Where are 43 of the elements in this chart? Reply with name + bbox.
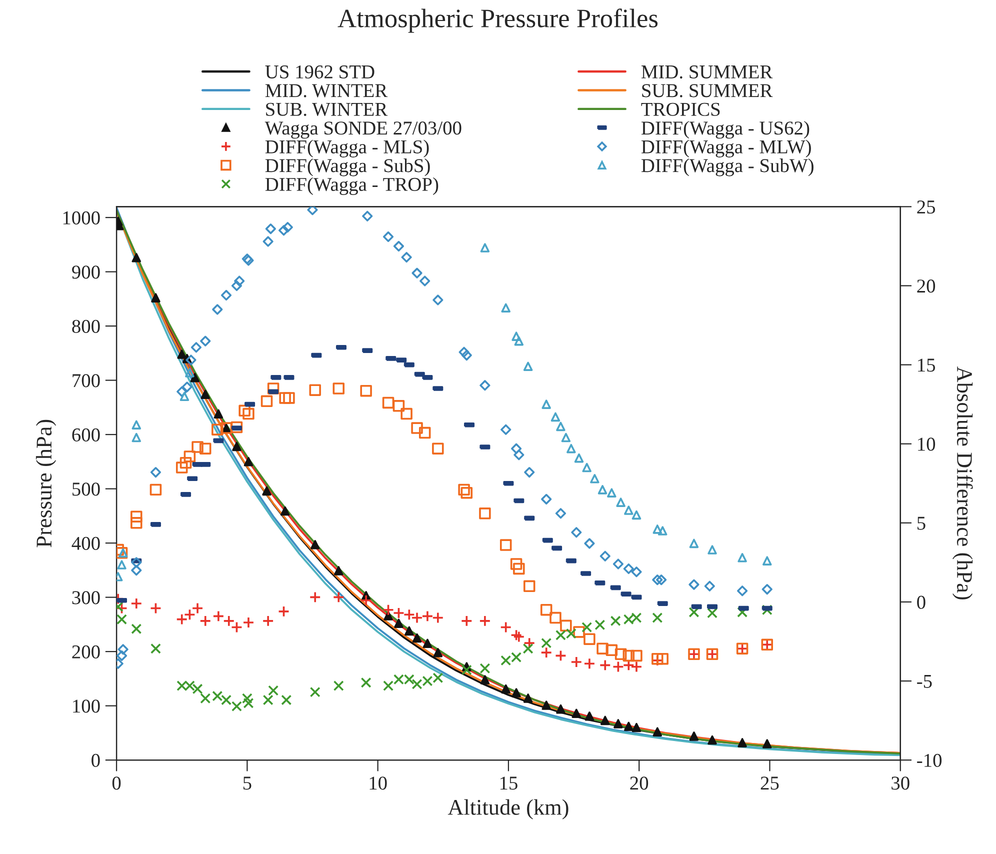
y-axis-title: Pressure (hPa) <box>36 420 56 548</box>
y-tick-label: 300 <box>72 591 100 604</box>
legend-label: DIFF(Wagga - MLS) <box>265 140 429 158</box>
x-tick-label: 10 <box>370 776 387 790</box>
y2-axis-title: Absolute Difference (hPa) <box>952 366 973 600</box>
y2-tick-label: 5 <box>917 516 926 530</box>
y2-tick-label: 20 <box>917 280 936 293</box>
legend-label: TROPICS <box>641 102 720 116</box>
x-tick-label: 30 <box>892 776 910 790</box>
x-axis-title: Altitude (km) <box>448 799 568 820</box>
x-tick-label: 20 <box>630 776 648 790</box>
legend-label: DIFF(Wagga - SubW) <box>641 158 814 176</box>
legend-label: MID. SUMMER <box>641 65 773 79</box>
x-tick-label: 25 <box>760 776 779 790</box>
y-tick-label: 0 <box>92 754 100 767</box>
y2-tick-label: -5 <box>917 675 932 688</box>
y-tick-label: 600 <box>72 428 100 442</box>
chart-title: Atmospheric Pressure Profiles <box>338 8 658 33</box>
x-tick-label: 15 <box>500 776 518 790</box>
legend-label: DIFF(Wagga - TROP) <box>265 177 438 195</box>
legend-label: DIFF(Wagga - MLW) <box>641 140 811 158</box>
x-tick-label: 5 <box>243 776 252 790</box>
y2-tick-label: 0 <box>917 596 926 609</box>
y-tick-label: 400 <box>72 536 100 550</box>
y-tick-label: 800 <box>72 320 100 333</box>
legend-label: SUB. SUMMER <box>642 84 773 98</box>
y-tick-label: 500 <box>72 482 100 496</box>
y2-tick-label: 10 <box>918 438 936 451</box>
y2-tick-label: 25 <box>917 200 936 214</box>
y-tick-label: 100 <box>73 700 100 713</box>
legend-label: DIFF(Wagga - SubS) <box>265 158 430 176</box>
legend-label: DIFF(Wagga - US62) <box>641 120 810 139</box>
legend-label: SUB. WINTER <box>266 102 388 116</box>
legend-label: Wagga SONDE 27/03/00 <box>264 122 462 139</box>
y2-tick-label: 15 <box>918 358 936 372</box>
y-tick-label: 900 <box>72 266 100 279</box>
y-tick-label: 200 <box>72 645 100 658</box>
legend-label: MID. WINTER <box>265 84 388 98</box>
y2-tick-label: -10 <box>917 754 942 767</box>
y-tick-label: 1000 <box>63 211 100 224</box>
legend-label: US 1962 STD <box>265 65 374 78</box>
x-tick-label: 0 <box>112 776 121 790</box>
y-tick-label: 700 <box>72 374 100 388</box>
